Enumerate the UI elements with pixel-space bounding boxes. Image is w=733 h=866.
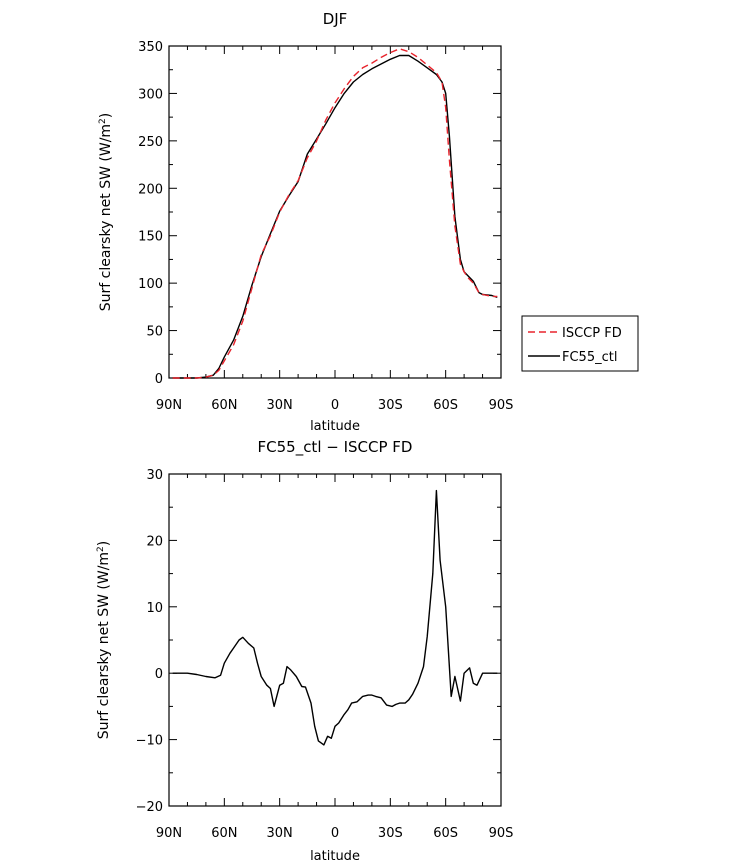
top-x-tick-label: 60N: [211, 398, 237, 413]
bottom-x-tick-label: 0: [331, 826, 339, 841]
top-x-tick-label: 90N: [156, 398, 182, 413]
bottom-y-tick-label: 20: [146, 534, 163, 549]
top-x-tick-label: 30S: [378, 398, 403, 413]
top-x-tick-label: 30N: [267, 398, 293, 413]
top-y-axis-label-main: Surf clearsky net SW (W/m: [98, 124, 114, 311]
top-x-tick-label: 0: [331, 398, 339, 413]
bottom-series-line-difference: [172, 489, 498, 746]
legend-label-fc55: FC55_ctl: [562, 350, 617, 365]
legend-label-isccp: ISCCP FD: [562, 326, 622, 341]
bottom-y-axis-label: Surf clearsky net SW (W/m2): [96, 541, 112, 740]
bottom-y-tick-label: 0: [155, 667, 163, 682]
bottom-x-tick-label: 30S: [378, 826, 403, 841]
top-y-tick-label: 150: [138, 230, 163, 245]
legend-box: [521, 315, 639, 372]
bottom-x-ticks: 90N 60N 30N 0 30S 60S 90S: [156, 474, 514, 841]
top-y-tick-label: 200: [138, 182, 163, 197]
top-panel: DJF 0 50 100 150 200 250 300 350 90N 60N 30N 0 30S 6…: [98, 10, 639, 434]
bottom-y-tick-label: 10: [146, 601, 163, 616]
top-plot-frame: [168, 45, 502, 379]
bottom-x-tick-label: 60S: [433, 826, 458, 841]
bottom-x-tick-label: 90S: [489, 826, 514, 841]
bottom-y-tick-label: 30: [146, 468, 163, 483]
top-y-tick-label: 100: [138, 277, 163, 292]
top-y-ticks: 0 50 100 150 200 250 300 350: [138, 40, 501, 387]
top-series-line-fc55-ctl: [172, 54, 498, 379]
bottom-y-tick-label: −20: [136, 800, 163, 815]
bottom-panel-title: FC55_ctl − ISCCP FD: [258, 438, 413, 457]
top-x-axis-label: latitude: [310, 419, 360, 434]
bottom-y-tick-label: −10: [136, 734, 163, 749]
bottom-y-axis-label-sup: 2: [96, 546, 106, 552]
top-series: [172, 48, 498, 379]
bottom-x-tick-label: 60N: [211, 826, 237, 841]
top-y-axis-label: Surf clearsky net SW (W/m2): [98, 113, 114, 312]
bottom-y-axis-label-close: ): [96, 541, 112, 546]
top-x-tick-label: 90S: [489, 398, 514, 413]
top-y-axis-label-sup: 2: [98, 118, 108, 124]
bottom-y-axis-label-main: Surf clearsky net SW (W/m: [96, 552, 112, 739]
bottom-x-tick-label: 90N: [156, 826, 182, 841]
top-panel-title: DJF: [323, 10, 348, 28]
bottom-x-tick-label: 30N: [267, 826, 293, 841]
top-series-line-isccp-fd: [172, 48, 498, 379]
top-y-tick-label: 300: [138, 87, 163, 102]
top-x-tick-label: 60S: [433, 398, 458, 413]
top-x-ticks: 90N 60N 30N 0 30S 60S 90S: [156, 46, 514, 413]
top-y-tick-label: 50: [146, 325, 163, 340]
bottom-x-axis-label: latitude: [310, 849, 360, 864]
top-y-tick-label: 350: [138, 40, 163, 55]
bottom-series: [172, 489, 498, 746]
top-y-axis-label-close: ): [98, 113, 114, 118]
top-y-tick-label: 0: [155, 372, 163, 387]
bottom-y-ticks: −20 −10 0 10 20 30: [136, 468, 501, 815]
top-y-tick-label: 250: [138, 135, 163, 150]
bottom-plot-frame: [168, 473, 502, 807]
legend: ISCCP FD FC55_ctl: [521, 315, 639, 372]
